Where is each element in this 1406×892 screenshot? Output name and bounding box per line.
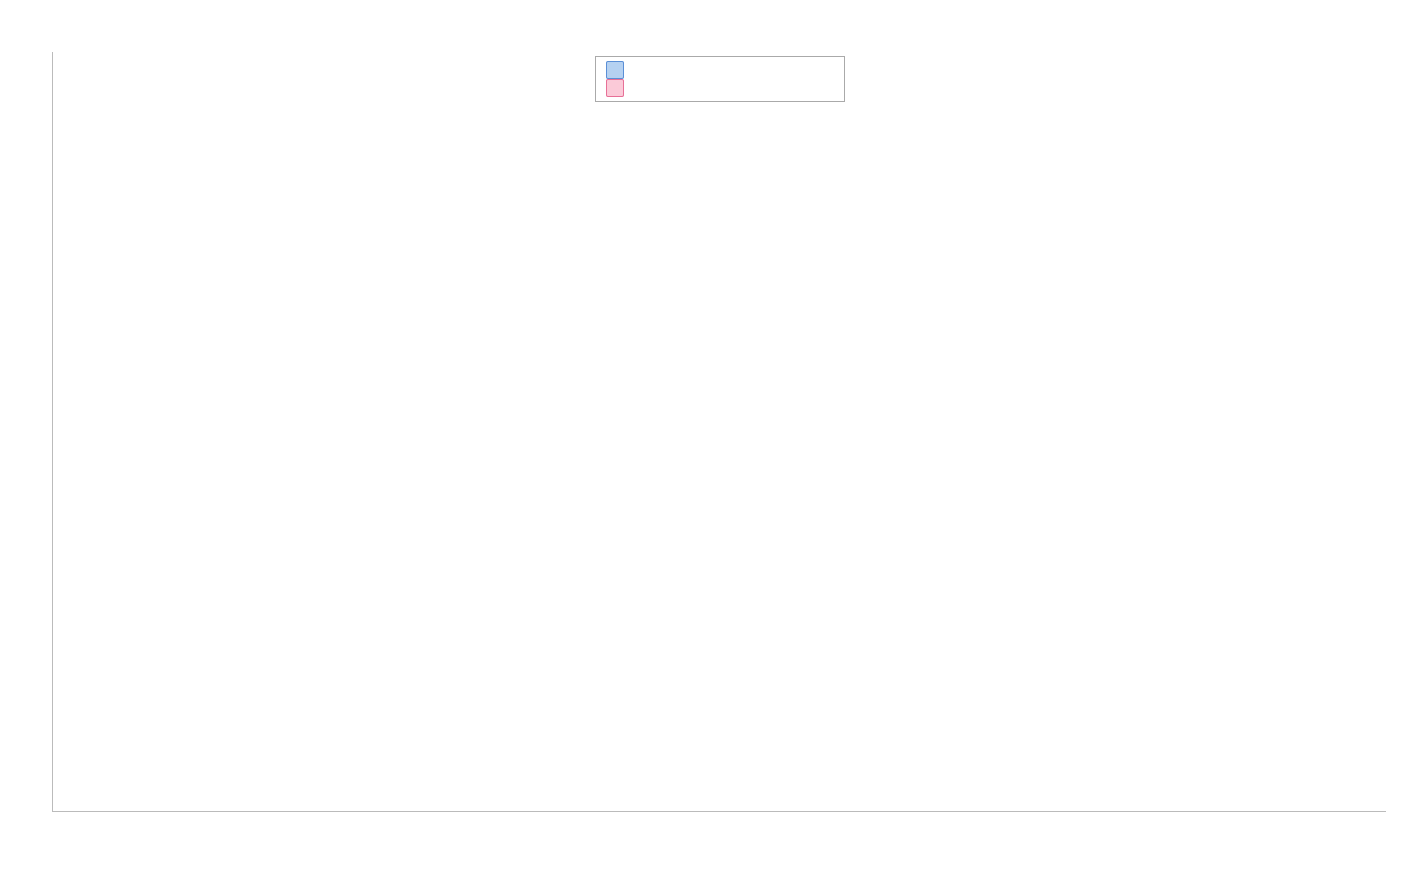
swatch-blue (606, 61, 624, 79)
swatch-pink (606, 79, 624, 97)
legend-row-blue (606, 61, 830, 79)
correlation-legend (595, 56, 845, 102)
scatter-chart (52, 52, 1386, 812)
legend-row-pink (606, 79, 830, 97)
